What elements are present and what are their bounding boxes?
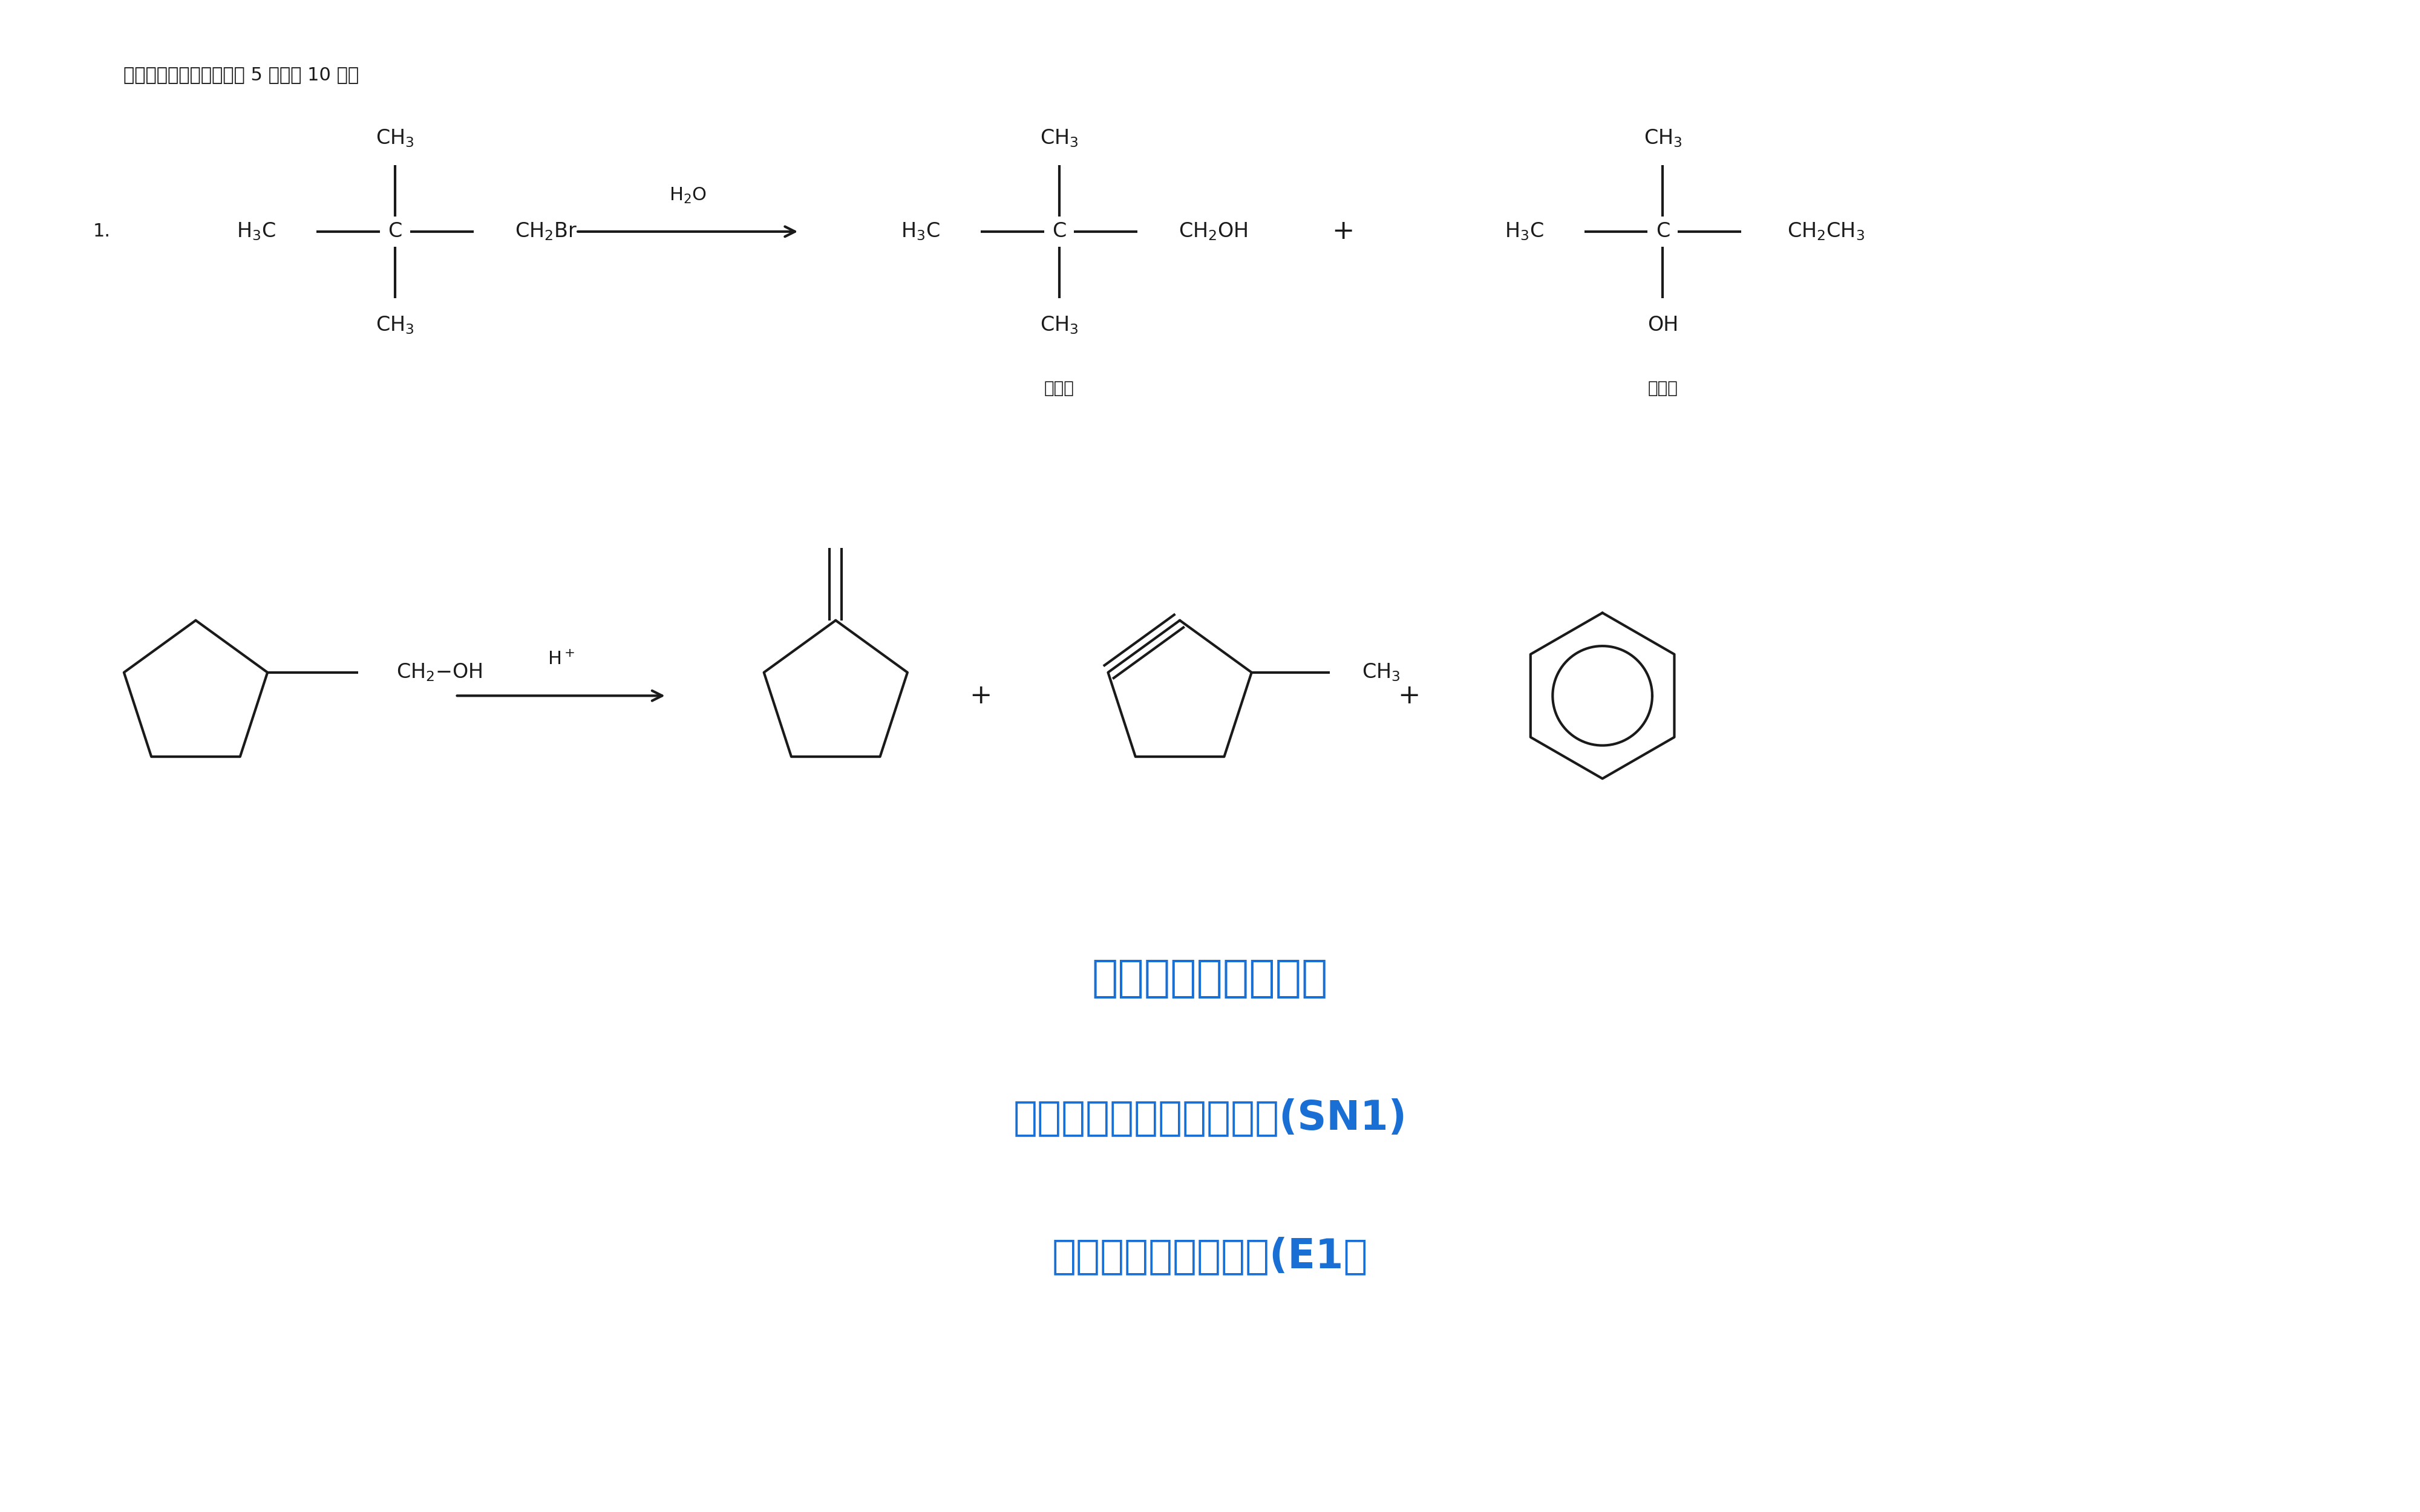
Text: 四、写出反应机理（每题 5 分，共 10 分）: 四、写出反应机理（每题 5 分，共 10 分）	[123, 67, 358, 83]
Text: CH$_3$: CH$_3$	[375, 127, 414, 148]
Text: CH$_2$Br: CH$_2$Br	[515, 221, 576, 242]
Text: CH$_3$: CH$_3$	[1041, 314, 1079, 336]
Text: CH$_2$OH: CH$_2$OH	[1179, 221, 1249, 242]
Text: CH$_2$CH$_3$: CH$_2$CH$_3$	[1786, 221, 1863, 242]
Text: CH$_2$−OH: CH$_2$−OH	[397, 662, 482, 683]
Text: 1.: 1.	[92, 222, 111, 240]
Text: CH$_3$: CH$_3$	[375, 314, 414, 336]
Text: 有机化学考研知识点: 有机化学考研知识点	[1091, 959, 1329, 999]
Text: +: +	[970, 683, 992, 709]
Text: C: C	[1655, 222, 1670, 242]
Text: OH: OH	[1648, 314, 1679, 336]
Text: CH$_3$: CH$_3$	[1643, 127, 1682, 148]
Text: C: C	[387, 222, 402, 242]
Text: H$_3$C: H$_3$C	[900, 221, 939, 242]
Text: H$_3$C: H$_3$C	[1505, 221, 1544, 242]
Text: CH$_3$: CH$_3$	[1362, 662, 1401, 683]
Text: （主）: （主）	[1648, 380, 1677, 396]
Text: H$^+$: H$^+$	[547, 650, 574, 668]
Text: CH$_3$: CH$_3$	[1041, 127, 1079, 148]
Text: H$_3$C: H$_3$C	[237, 221, 276, 242]
Text: +: +	[1399, 683, 1421, 709]
Text: +: +	[1331, 219, 1355, 245]
Text: 亲核取代反应的反应机理(SN1): 亲核取代反应的反应机理(SN1)	[1014, 1098, 1406, 1137]
Text: （次）: （次）	[1043, 380, 1074, 396]
Text: H$_2$O: H$_2$O	[668, 186, 707, 204]
Text: 消除反应的反应机理(E1）: 消除反应的反应机理(E1）	[1053, 1237, 1367, 1276]
Text: C: C	[1053, 222, 1067, 242]
